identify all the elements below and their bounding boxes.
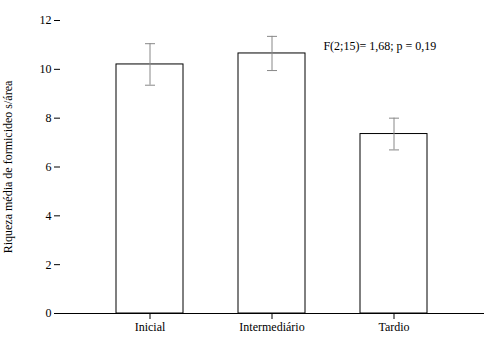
svg-text:Tardio: Tardio bbox=[378, 320, 409, 334]
svg-text:0: 0 bbox=[46, 306, 52, 320]
svg-text:F(2;15)= 1,68; p = 0,19: F(2;15)= 1,68; p = 0,19 bbox=[323, 39, 436, 53]
svg-text:12: 12 bbox=[40, 13, 52, 27]
svg-text:Inicial: Inicial bbox=[135, 320, 166, 334]
svg-text:2: 2 bbox=[46, 258, 52, 272]
svg-text:4: 4 bbox=[46, 209, 52, 223]
svg-text:Riqueza média de formicideo s/: Riqueza média de formicideo s/área bbox=[1, 80, 15, 253]
svg-text:Intermediário: Intermediário bbox=[239, 320, 304, 334]
svg-text:10: 10 bbox=[40, 62, 52, 76]
svg-text:6: 6 bbox=[46, 160, 52, 174]
svg-text:8: 8 bbox=[46, 111, 52, 125]
